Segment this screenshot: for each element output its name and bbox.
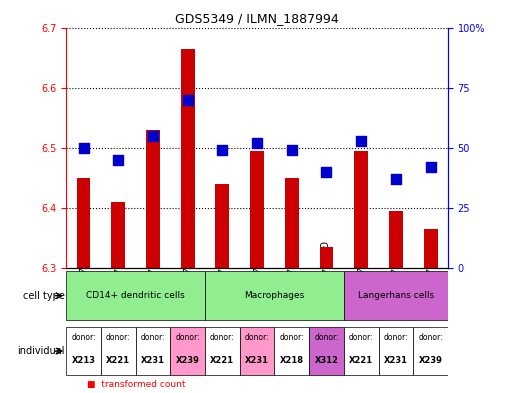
Point — [149, 133, 157, 139]
Text: donor:: donor: — [71, 333, 96, 342]
Bar — [389, 211, 403, 268]
Text: CD14+ dendritic cells: CD14+ dendritic cells — [86, 291, 185, 300]
FancyBboxPatch shape — [379, 327, 413, 375]
FancyBboxPatch shape — [66, 271, 205, 320]
FancyBboxPatch shape — [240, 327, 274, 375]
Text: Langerhans cells: Langerhans cells — [358, 291, 434, 300]
Bar — [320, 247, 333, 268]
Point — [114, 157, 122, 163]
FancyBboxPatch shape — [344, 271, 448, 320]
Text: X239: X239 — [418, 356, 442, 365]
FancyBboxPatch shape — [205, 271, 344, 320]
FancyBboxPatch shape — [171, 327, 205, 375]
Text: X218: X218 — [280, 356, 304, 365]
Bar — [215, 184, 229, 268]
Text: ■  transformed count: ■ transformed count — [87, 380, 185, 389]
Bar — [181, 49, 194, 268]
Text: X221: X221 — [210, 356, 235, 365]
Text: donor:: donor: — [418, 333, 443, 342]
Bar — [76, 178, 91, 268]
FancyBboxPatch shape — [205, 327, 240, 375]
Point — [79, 145, 88, 151]
Text: X221: X221 — [106, 356, 130, 365]
Text: donor:: donor: — [384, 333, 408, 342]
Text: donor:: donor: — [245, 333, 269, 342]
FancyBboxPatch shape — [274, 327, 309, 375]
Text: donor:: donor: — [175, 333, 200, 342]
FancyBboxPatch shape — [413, 327, 448, 375]
Point — [427, 164, 435, 170]
FancyBboxPatch shape — [309, 327, 344, 375]
Text: cell type: cell type — [22, 291, 65, 301]
Title: GDS5349 / ILMN_1887994: GDS5349 / ILMN_1887994 — [175, 12, 339, 25]
Text: donor:: donor: — [349, 333, 374, 342]
Bar — [250, 151, 264, 268]
FancyBboxPatch shape — [101, 327, 135, 375]
Text: donor:: donor: — [106, 333, 130, 342]
FancyBboxPatch shape — [66, 327, 101, 375]
Point — [288, 147, 296, 153]
Text: donor:: donor: — [279, 333, 304, 342]
Text: Macrophages: Macrophages — [244, 291, 304, 300]
Point — [184, 97, 192, 103]
Text: X239: X239 — [176, 356, 200, 365]
Text: individual: individual — [17, 346, 65, 356]
Point — [322, 169, 330, 175]
Text: X213: X213 — [72, 356, 96, 365]
Point — [253, 140, 261, 146]
Text: donor:: donor: — [314, 333, 339, 342]
Point — [357, 138, 365, 144]
Point — [218, 147, 227, 153]
FancyBboxPatch shape — [135, 327, 171, 375]
Text: X312: X312 — [315, 356, 338, 365]
Bar — [354, 151, 368, 268]
Text: X231: X231 — [141, 356, 165, 365]
FancyBboxPatch shape — [344, 327, 379, 375]
Point — [392, 176, 400, 182]
Text: X231: X231 — [245, 356, 269, 365]
Bar — [423, 229, 438, 268]
Bar — [111, 202, 125, 268]
Text: donor:: donor: — [140, 333, 165, 342]
Text: X231: X231 — [384, 356, 408, 365]
Text: X221: X221 — [349, 356, 373, 365]
Bar — [285, 178, 299, 268]
Bar — [146, 130, 160, 268]
Text: donor:: donor: — [210, 333, 235, 342]
